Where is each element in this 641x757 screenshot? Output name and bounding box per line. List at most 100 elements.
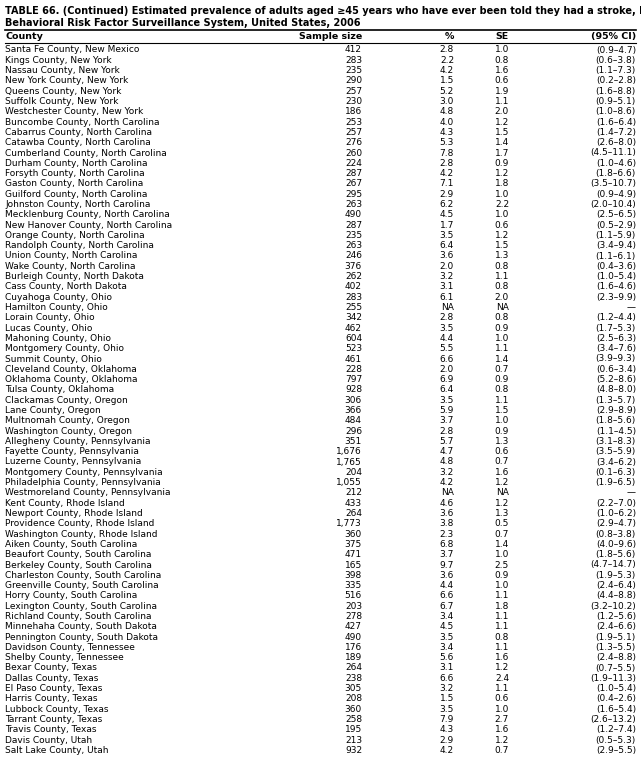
Text: 1.0: 1.0 <box>495 45 509 55</box>
Text: New York County, New York: New York County, New York <box>5 76 128 86</box>
Text: 258: 258 <box>345 715 362 724</box>
Text: 4.7: 4.7 <box>440 447 454 456</box>
Text: 7.9: 7.9 <box>440 715 454 724</box>
Text: Nassau County, New York: Nassau County, New York <box>5 66 120 75</box>
Text: 1.8: 1.8 <box>495 602 509 611</box>
Text: Sample size: Sample size <box>299 32 362 41</box>
Text: 203: 203 <box>345 602 362 611</box>
Text: 6.4: 6.4 <box>440 385 454 394</box>
Text: El Paso County, Texas: El Paso County, Texas <box>5 684 103 693</box>
Text: 9.7: 9.7 <box>440 560 454 569</box>
Text: Kings County, New York: Kings County, New York <box>5 56 112 65</box>
Text: 2.8: 2.8 <box>440 313 454 322</box>
Text: 1.5: 1.5 <box>495 241 509 251</box>
Text: 263: 263 <box>345 200 362 209</box>
Text: 1,773: 1,773 <box>337 519 362 528</box>
Text: 366: 366 <box>345 406 362 415</box>
Text: (0.5–5.3): (0.5–5.3) <box>595 736 636 745</box>
Text: %: % <box>445 32 454 41</box>
Text: Forsyth County, North Carolina: Forsyth County, North Carolina <box>5 169 145 178</box>
Text: 3.5: 3.5 <box>440 396 454 405</box>
Text: (1.8–5.6): (1.8–5.6) <box>595 550 636 559</box>
Text: 1.6: 1.6 <box>495 66 509 75</box>
Text: (3.5–10.7): (3.5–10.7) <box>590 179 636 188</box>
Text: 1.2: 1.2 <box>495 478 509 487</box>
Text: 0.7: 0.7 <box>495 457 509 466</box>
Text: 1.6: 1.6 <box>495 468 509 477</box>
Text: 523: 523 <box>345 344 362 354</box>
Text: 186: 186 <box>345 107 362 117</box>
Text: (3.9–9.3): (3.9–9.3) <box>595 354 636 363</box>
Text: 3.6: 3.6 <box>440 509 454 518</box>
Text: 3.4: 3.4 <box>440 612 454 621</box>
Text: 3.0: 3.0 <box>440 97 454 106</box>
Text: Minnehaha County, South Dakota: Minnehaha County, South Dakota <box>5 622 157 631</box>
Text: 4.5: 4.5 <box>440 210 454 220</box>
Text: 6.8: 6.8 <box>440 540 454 549</box>
Text: (0.9–5.1): (0.9–5.1) <box>595 97 636 106</box>
Text: 4.2: 4.2 <box>440 746 454 755</box>
Text: Richland County, South Carolina: Richland County, South Carolina <box>5 612 151 621</box>
Text: Suffolk County, New York: Suffolk County, New York <box>5 97 119 106</box>
Text: 3.1: 3.1 <box>440 663 454 672</box>
Text: 0.9: 0.9 <box>495 427 509 435</box>
Text: 6.1: 6.1 <box>440 293 454 302</box>
Text: 264: 264 <box>345 509 362 518</box>
Text: 3.5: 3.5 <box>440 231 454 240</box>
Text: Philadelphia County, Pennsylvania: Philadelphia County, Pennsylvania <box>5 478 161 487</box>
Text: Cumberland County, North Carolina: Cumberland County, North Carolina <box>5 148 167 157</box>
Text: Allegheny County, Pennsylvania: Allegheny County, Pennsylvania <box>5 437 151 446</box>
Text: (1.8–6.6): (1.8–6.6) <box>595 169 636 178</box>
Text: Lane County, Oregon: Lane County, Oregon <box>5 406 101 415</box>
Text: 3.8: 3.8 <box>440 519 454 528</box>
Text: (2.5–6.3): (2.5–6.3) <box>596 334 636 343</box>
Text: Catawba County, North Carolina: Catawba County, North Carolina <box>5 139 151 147</box>
Text: (3.4–6.2): (3.4–6.2) <box>596 457 636 466</box>
Text: Beaufort County, South Carolina: Beaufort County, South Carolina <box>5 550 151 559</box>
Text: 1.2: 1.2 <box>495 231 509 240</box>
Text: 1,055: 1,055 <box>337 478 362 487</box>
Text: Horry County, South Carolina: Horry County, South Carolina <box>5 591 137 600</box>
Text: Lexington County, South Carolina: Lexington County, South Carolina <box>5 602 157 611</box>
Text: (2.9–4.7): (2.9–4.7) <box>596 519 636 528</box>
Text: 376: 376 <box>345 262 362 271</box>
Text: (0.1–6.3): (0.1–6.3) <box>595 468 636 477</box>
Text: Newport County, Rhode Island: Newport County, Rhode Island <box>5 509 143 518</box>
Text: 1.0: 1.0 <box>495 334 509 343</box>
Text: (3.4–7.6): (3.4–7.6) <box>596 344 636 354</box>
Text: (0.8–3.8): (0.8–3.8) <box>595 530 636 538</box>
Text: (4.4–8.8): (4.4–8.8) <box>596 591 636 600</box>
Text: 246: 246 <box>345 251 362 260</box>
Text: 2.9: 2.9 <box>440 190 454 198</box>
Text: 0.8: 0.8 <box>495 385 509 394</box>
Text: 1.9: 1.9 <box>495 87 509 95</box>
Text: Harris County, Texas: Harris County, Texas <box>5 694 97 703</box>
Text: Union County, North Carolina: Union County, North Carolina <box>5 251 137 260</box>
Text: Washington County, Rhode Island: Washington County, Rhode Island <box>5 530 158 538</box>
Text: 1.4: 1.4 <box>495 354 509 363</box>
Text: 335: 335 <box>345 581 362 590</box>
Text: 7.1: 7.1 <box>440 179 454 188</box>
Text: (95% CI): (95% CI) <box>591 32 636 41</box>
Text: 7.8: 7.8 <box>440 148 454 157</box>
Text: 1.0: 1.0 <box>495 705 509 714</box>
Text: 0.6: 0.6 <box>495 220 509 229</box>
Text: 398: 398 <box>345 571 362 580</box>
Text: (3.4–9.4): (3.4–9.4) <box>596 241 636 251</box>
Text: Greenville County, South Carolina: Greenville County, South Carolina <box>5 581 158 590</box>
Text: 1.7: 1.7 <box>440 220 454 229</box>
Text: (0.9–4.7): (0.9–4.7) <box>596 45 636 55</box>
Text: Multnomah County, Oregon: Multnomah County, Oregon <box>5 416 130 425</box>
Text: 287: 287 <box>345 169 362 178</box>
Text: 3.4: 3.4 <box>440 643 454 652</box>
Text: 0.7: 0.7 <box>495 746 509 755</box>
Text: Guilford County, North Carolina: Guilford County, North Carolina <box>5 190 147 198</box>
Text: NA: NA <box>496 488 509 497</box>
Text: 3.2: 3.2 <box>440 684 454 693</box>
Text: NA: NA <box>441 488 454 497</box>
Text: 2.8: 2.8 <box>440 45 454 55</box>
Text: 257: 257 <box>345 87 362 95</box>
Text: 490: 490 <box>345 210 362 220</box>
Text: 0.6: 0.6 <box>495 694 509 703</box>
Text: 4.6: 4.6 <box>440 499 454 508</box>
